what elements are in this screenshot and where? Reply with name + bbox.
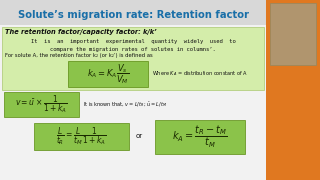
Text: For solute A, the retention factor k₂ (or k₂’) is defined as: For solute A, the retention factor k₂ (o…: [5, 53, 153, 59]
Bar: [2, 27, 264, 90]
Text: Where $K_A$ = distribution constant of A: Where $K_A$ = distribution constant of A: [152, 69, 248, 78]
Text: $k_A = \dfrac{t_R - t_M}{t_M}$: $k_A = \dfrac{t_R - t_M}{t_M}$: [172, 124, 228, 150]
Text: It is known that, $v = L/t_R$; $\bar{u} = L/t_M$: It is known that, $v = L/t_R$; $\bar{u} …: [83, 100, 167, 109]
Text: $\dfrac{L}{t_R} = \dfrac{L}{t_M} \dfrac{1}{1+k_A}$: $\dfrac{L}{t_R} = \dfrac{L}{t_M} \dfrac{…: [56, 126, 107, 147]
Bar: [270, 3, 316, 65]
Text: The retention factor/capacity factor: k/k’: The retention factor/capacity factor: k/…: [5, 29, 156, 35]
Bar: [0, 0, 266, 180]
Text: It  is  an  important  experimental  quantity  widely  used  to: It is an important experimental quantity…: [31, 39, 236, 44]
Text: or: or: [135, 134, 143, 140]
Bar: [266, 0, 320, 180]
Text: $v = \bar{u} \times \dfrac{1}{1+k_A}$: $v = \bar{u} \times \dfrac{1}{1+k_A}$: [15, 94, 68, 115]
Bar: [34, 123, 129, 150]
Bar: [68, 61, 148, 87]
Bar: [155, 120, 245, 154]
Text: Solute’s migration rate: Retention factor: Solute’s migration rate: Retention facto…: [18, 10, 249, 20]
Bar: [4, 92, 79, 117]
Bar: [0, 0, 266, 25]
Text: compare the migration rates of solutes in columns’.: compare the migration rates of solutes i…: [50, 46, 216, 51]
Text: $k_A = K_A \dfrac{V_s}{V_M}$: $k_A = K_A \dfrac{V_s}{V_M}$: [87, 62, 129, 86]
